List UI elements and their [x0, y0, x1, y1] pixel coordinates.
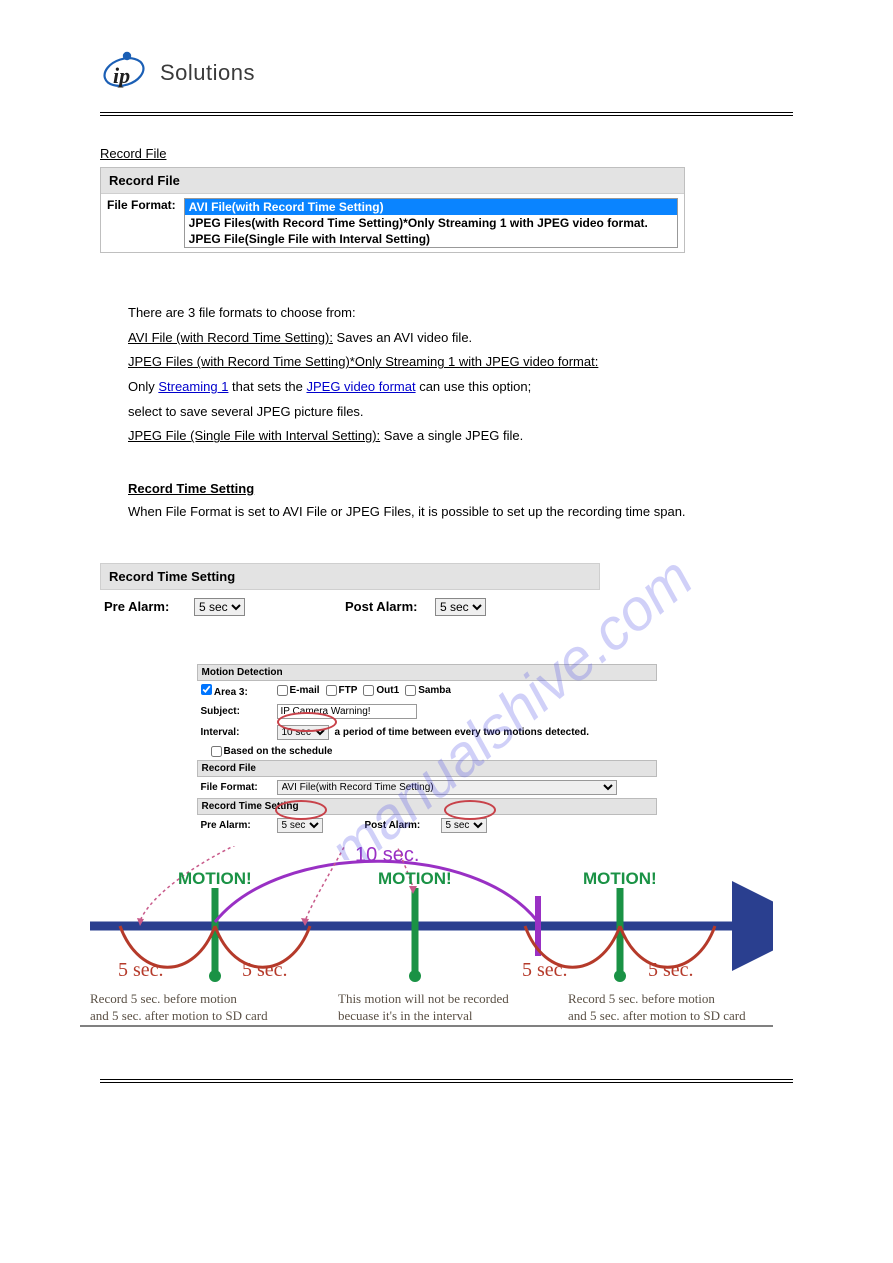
mini-md-header: Motion Detection	[197, 664, 657, 681]
svg-text:and 5 sec. after motion to SD: and 5 sec. after motion to SD card	[568, 1008, 746, 1023]
logo-icon: ip	[100, 50, 150, 96]
svg-text:and 5 sec. after motion to SD: and 5 sec. after motion to SD card	[90, 1008, 268, 1023]
svg-text:10 sec.: 10 sec.	[355, 846, 419, 866]
ftp-checkbox[interactable]	[326, 685, 337, 696]
svg-text:MOTION!: MOTION!	[583, 869, 657, 888]
record-time-header: Record Time Setting	[100, 563, 600, 590]
mini-file-format-select[interactable]: AVI File(with Record Time Setting)	[277, 780, 617, 795]
timeline-svg: 10 sec. MOTION! MOTION! MOTION! 5 sec. 5…	[80, 846, 773, 1036]
area3-checkbox[interactable]	[201, 684, 212, 695]
rule-top	[100, 112, 793, 116]
logo: ip Solutions	[100, 50, 793, 96]
record-file-heading: Record File	[100, 146, 166, 161]
svg-text:5 sec.: 5 sec.	[522, 959, 568, 981]
svg-text:5 sec.: 5 sec.	[648, 959, 694, 981]
record-file-panel: Record File File Format: AVI File(with R…	[100, 167, 685, 253]
svg-text:MOTION!: MOTION!	[378, 869, 452, 888]
logo-word: Solutions	[160, 60, 255, 86]
subject-input[interactable]	[277, 704, 417, 719]
svg-text:5 sec.: 5 sec.	[118, 959, 164, 981]
pre-alarm-select[interactable]: 5 sec	[194, 598, 245, 616]
mini-rf-header: Record File	[197, 760, 657, 777]
post-alarm-label: Post Alarm:	[345, 599, 425, 614]
email-checkbox[interactable]	[277, 685, 288, 696]
rts-desc: When File Format is set to AVI File or J…	[128, 502, 793, 523]
desc-item: JPEG Files (with Record Time Setting)*On…	[128, 350, 793, 375]
record-time-panel: Record Time Setting Pre Alarm: 5 sec Pos…	[100, 563, 600, 624]
schedule-checkbox[interactable]	[211, 746, 222, 757]
desc-item: select to save several JPEG picture file…	[128, 400, 793, 425]
samba-checkbox[interactable]	[405, 685, 416, 696]
svg-text:MOTION!: MOTION!	[178, 869, 252, 888]
jpeg-format-link[interactable]: JPEG video format	[306, 379, 415, 394]
mini-panel: Motion Detection Area 3: E-mail FTP Out1…	[197, 664, 657, 836]
file-format-option[interactable]: JPEG Files(with Record Time Setting)*Onl…	[185, 215, 677, 231]
svg-text:Record 5 sec. before motion: Record 5 sec. before motion	[568, 991, 715, 1006]
svg-text:becuase it's in the interval: becuase it's in the interval	[338, 1008, 473, 1023]
rule-bottom	[100, 1079, 793, 1083]
svg-text:This motion will not be record: This motion will not be recorded	[338, 991, 509, 1006]
post-alarm-select[interactable]: 5 sec	[435, 598, 486, 616]
svg-text:ip: ip	[113, 63, 130, 88]
interval-select[interactable]: 10 sec	[277, 725, 329, 740]
rts-heading: Record Time Setting	[128, 481, 254, 496]
desc-line: There are 3 file formats to choose from:	[128, 301, 793, 326]
desc-item: AVI File (with Record Time Setting): Sav…	[128, 326, 793, 351]
description-block: There are 3 file formats to choose from:…	[128, 301, 793, 523]
file-format-listbox[interactable]: AVI File(with Record Time Setting) JPEG …	[184, 198, 678, 248]
timing-diagram: Motion Detection Area 3: E-mail FTP Out1…	[80, 664, 773, 1039]
record-file-panel-header: Record File	[101, 168, 684, 194]
out1-checkbox[interactable]	[363, 685, 374, 696]
mini-rts-header: Record Time Setting	[197, 798, 657, 815]
pre-alarm-label: Pre Alarm:	[104, 599, 184, 614]
desc-item: Only Streaming 1 that sets the JPEG vide…	[128, 375, 793, 400]
desc-item: JPEG File (Single File with Interval Set…	[128, 424, 793, 449]
svg-text:5 sec.: 5 sec.	[242, 959, 288, 981]
file-format-label: File Format:	[107, 198, 176, 248]
svg-text:Record 5 sec. before motion: Record 5 sec. before motion	[90, 991, 237, 1006]
file-format-option[interactable]: AVI File(with Record Time Setting)	[185, 199, 677, 215]
mini-post-select[interactable]: 5 sec	[441, 818, 487, 833]
streaming1-link[interactable]: Streaming 1	[158, 379, 228, 394]
mini-pre-select[interactable]: 5 sec	[277, 818, 323, 833]
file-format-option[interactable]: JPEG File(Single File with Interval Sett…	[185, 231, 677, 247]
